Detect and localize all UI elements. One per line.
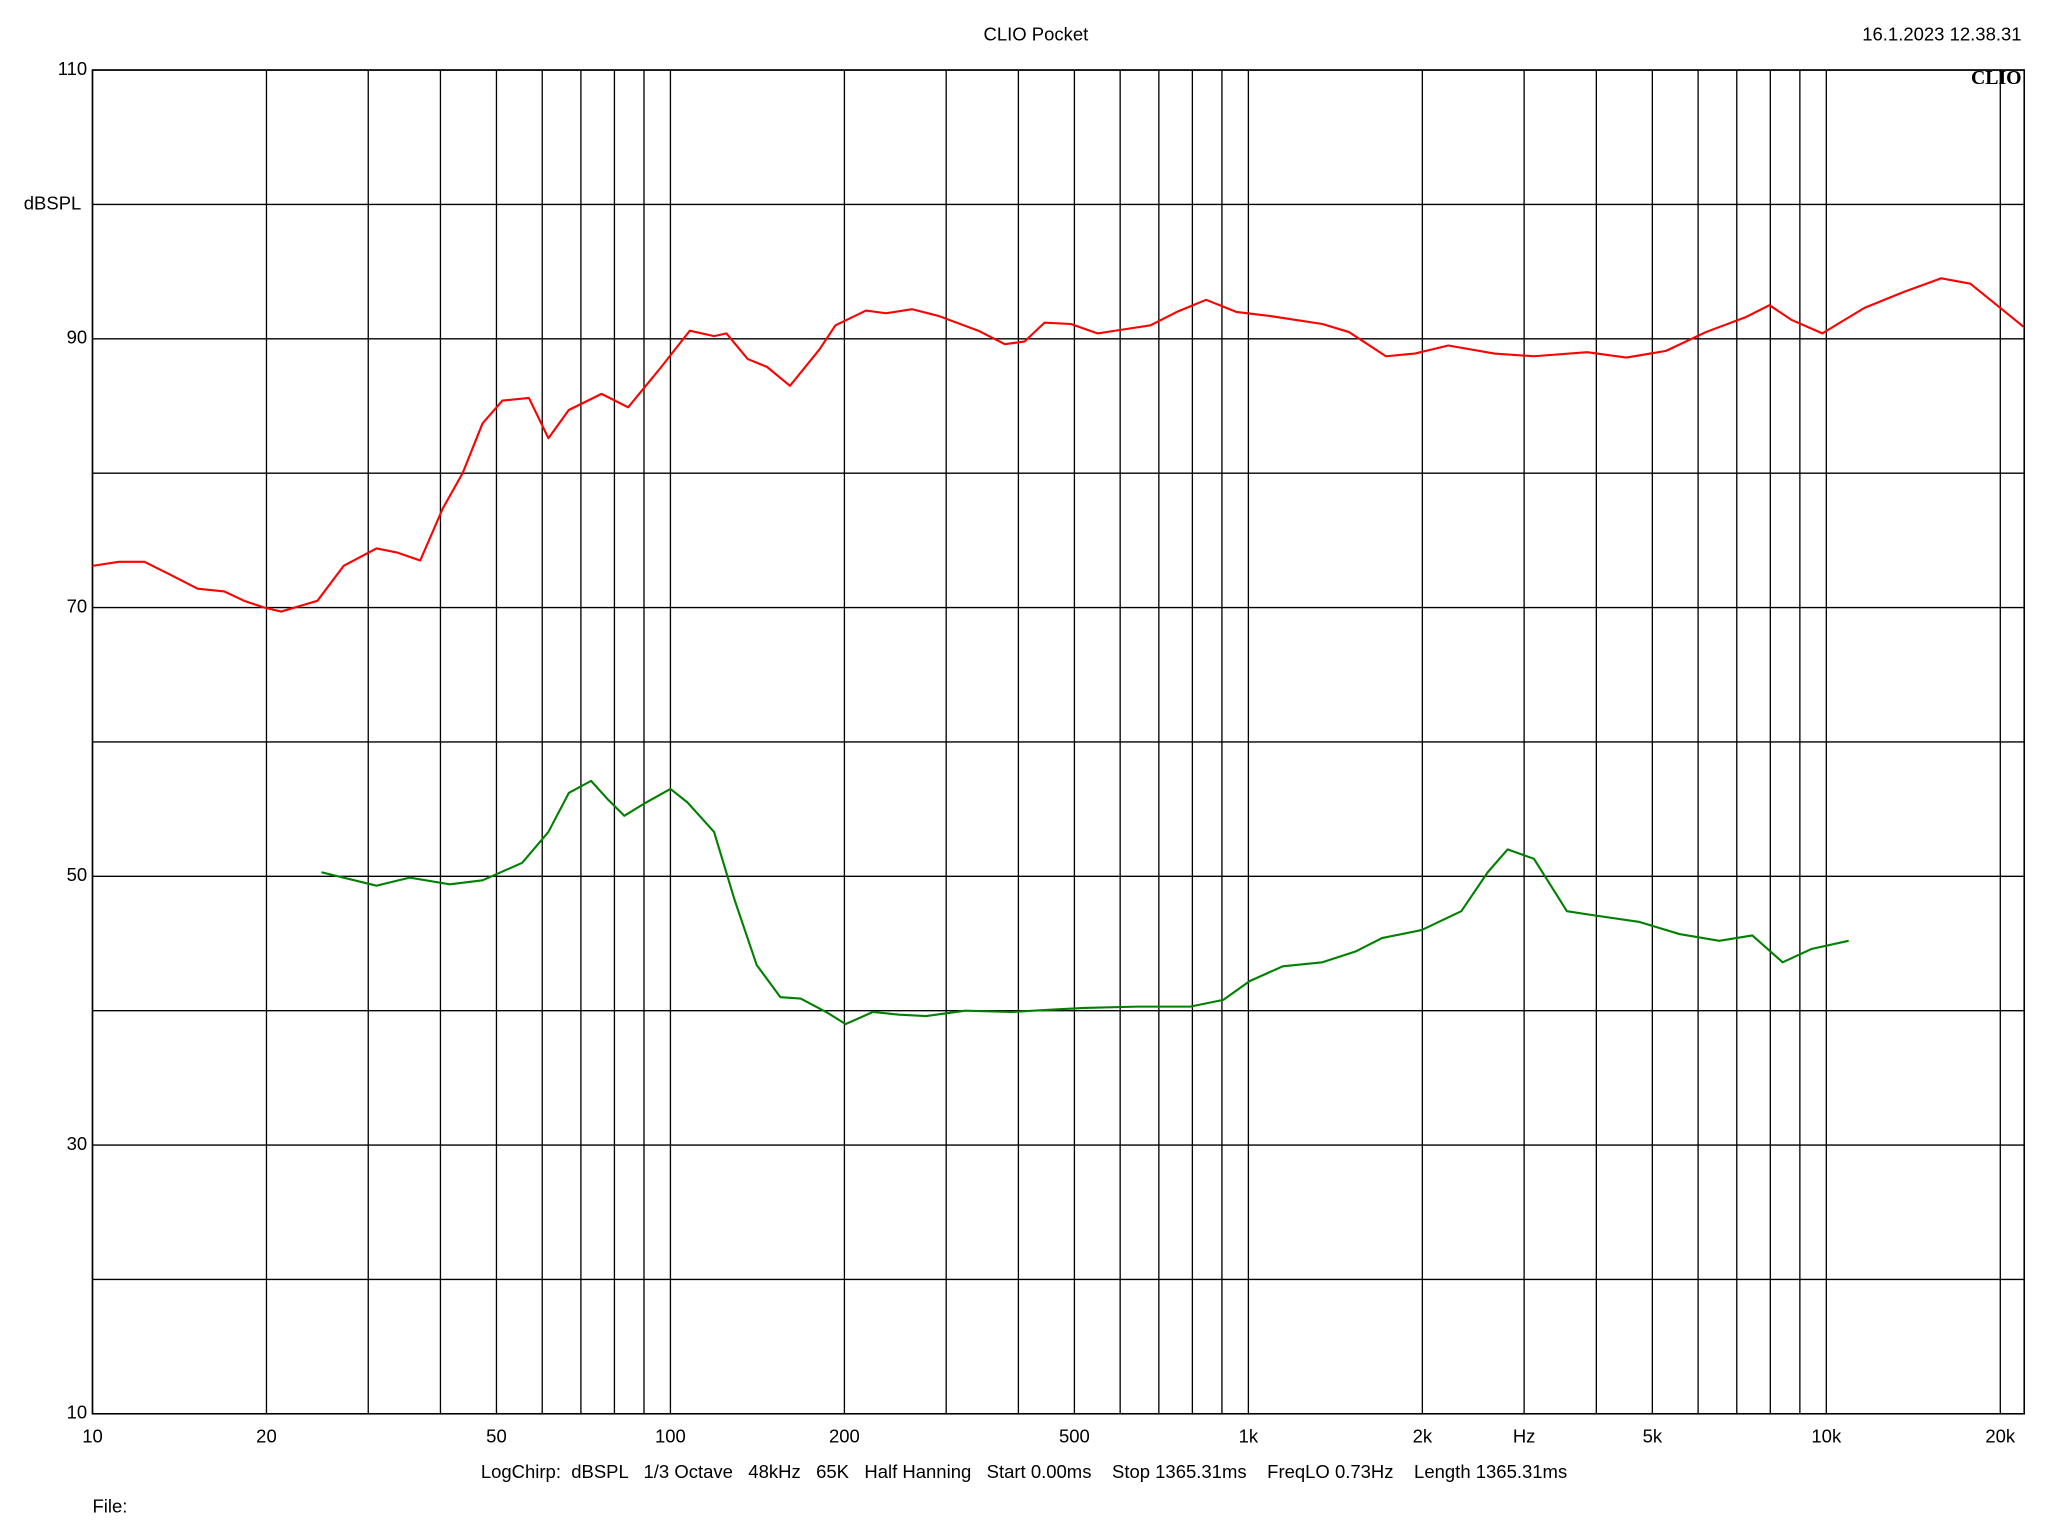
file-label: File: bbox=[92, 1495, 127, 1516]
y-tick-label: 110 bbox=[58, 58, 87, 79]
x-tick-label: 20k bbox=[1985, 1425, 2016, 1446]
x-tick-label: 50 bbox=[486, 1425, 507, 1446]
y-tick-label: 70 bbox=[67, 595, 88, 616]
x-tick-label: 20 bbox=[256, 1425, 277, 1446]
x-tick-label: 1k bbox=[1239, 1425, 1259, 1446]
x-tick-label: 10 bbox=[82, 1425, 103, 1446]
x-tick-label: 100 bbox=[655, 1425, 686, 1446]
y-tick-label: 10 bbox=[67, 1402, 88, 1423]
x-tick-label: 2k bbox=[1413, 1425, 1433, 1446]
x-tick-label: 5k bbox=[1643, 1425, 1663, 1446]
measurement-info: LogChirp: dBSPL 1/3 Octave 48kHz 65K Hal… bbox=[481, 1461, 1567, 1482]
x-tick-label: 200 bbox=[829, 1425, 860, 1446]
y-axis-label: dBSPL bbox=[24, 193, 82, 214]
x-tick-label: 10k bbox=[1811, 1425, 1842, 1446]
y-tick-label: 50 bbox=[67, 864, 88, 885]
x-tick-label: 500 bbox=[1059, 1425, 1090, 1446]
line-series bbox=[321, 779, 1849, 1026]
y-tick-label: 30 bbox=[67, 1133, 88, 1154]
logo: CLIO bbox=[1971, 67, 2022, 89]
chart-title: CLIO Pocket bbox=[983, 24, 1088, 45]
y-tick-label: 90 bbox=[67, 327, 88, 348]
line-series bbox=[92, 277, 2025, 613]
timestamp: 16.1.2023 12.38.31 bbox=[1862, 24, 2021, 45]
x-tick-label: Hz bbox=[1513, 1425, 1536, 1446]
plot-border bbox=[91, 69, 2026, 1415]
